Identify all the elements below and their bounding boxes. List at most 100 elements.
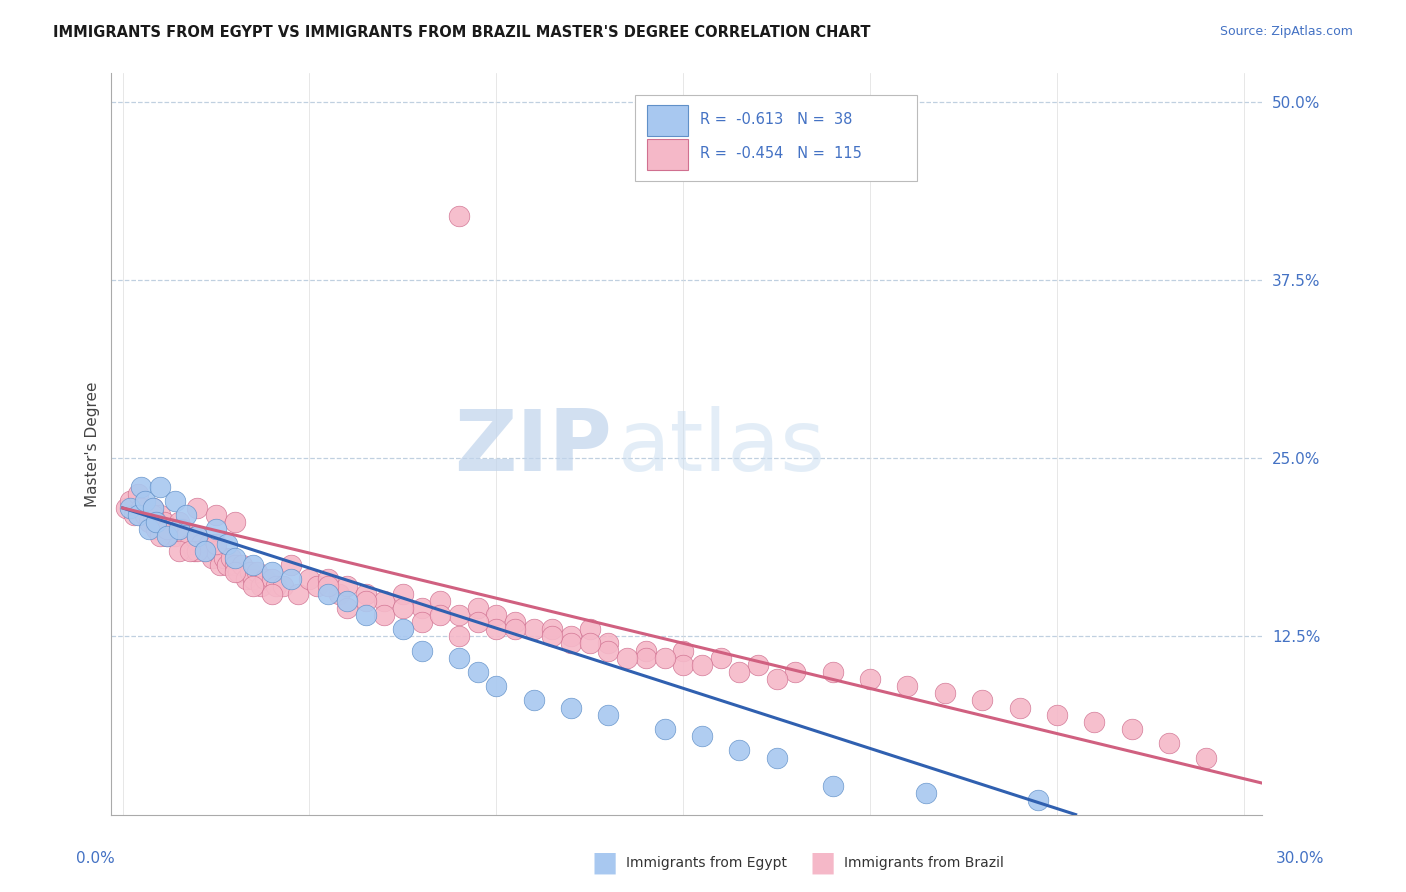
Point bbox=[131, 479, 153, 493]
Point bbox=[616, 650, 638, 665]
Point bbox=[246, 565, 269, 579]
Point bbox=[224, 558, 246, 572]
Point bbox=[354, 607, 377, 622]
Text: 30.0%: 30.0% bbox=[1277, 851, 1324, 865]
Point bbox=[392, 586, 415, 600]
Point bbox=[242, 579, 264, 593]
Point bbox=[186, 529, 208, 543]
Point bbox=[305, 579, 328, 593]
Point bbox=[145, 522, 167, 536]
Point bbox=[634, 650, 657, 665]
Point bbox=[1026, 793, 1049, 807]
Point bbox=[467, 665, 489, 679]
Point bbox=[485, 607, 508, 622]
Point bbox=[208, 558, 231, 572]
Point bbox=[224, 565, 246, 579]
Point bbox=[654, 650, 676, 665]
Point bbox=[765, 750, 787, 764]
Point bbox=[1008, 700, 1031, 714]
Point bbox=[163, 493, 186, 508]
Point bbox=[228, 565, 250, 579]
Point bbox=[156, 529, 179, 543]
Point bbox=[167, 522, 190, 536]
Point bbox=[785, 665, 807, 679]
FancyBboxPatch shape bbox=[647, 139, 688, 170]
Text: R =  -0.613   N =  38: R = -0.613 N = 38 bbox=[700, 112, 852, 128]
Point bbox=[201, 550, 224, 565]
Point bbox=[253, 572, 276, 586]
Point bbox=[765, 672, 787, 686]
Point bbox=[138, 522, 160, 536]
Point bbox=[262, 586, 284, 600]
Point bbox=[373, 593, 395, 607]
Point bbox=[429, 607, 451, 622]
Point bbox=[250, 579, 273, 593]
Point bbox=[392, 622, 415, 636]
Point bbox=[411, 643, 433, 657]
Text: Immigrants from Egypt: Immigrants from Egypt bbox=[626, 855, 787, 870]
Point bbox=[896, 679, 918, 693]
Point bbox=[560, 700, 582, 714]
Text: R =  -0.454   N =  115: R = -0.454 N = 115 bbox=[700, 146, 862, 161]
Point bbox=[156, 529, 179, 543]
Point bbox=[167, 543, 190, 558]
Point bbox=[447, 629, 470, 643]
Point bbox=[316, 572, 339, 586]
Point bbox=[219, 550, 242, 565]
Point bbox=[179, 536, 201, 550]
Point bbox=[328, 586, 350, 600]
Point bbox=[273, 579, 295, 593]
Point bbox=[149, 508, 172, 522]
Point bbox=[578, 622, 600, 636]
Point bbox=[122, 508, 145, 522]
Text: Source: ZipAtlas.com: Source: ZipAtlas.com bbox=[1219, 25, 1353, 38]
Point bbox=[205, 508, 228, 522]
Point bbox=[138, 515, 160, 529]
Text: 0.0%: 0.0% bbox=[76, 851, 115, 865]
Point bbox=[1121, 722, 1143, 736]
Point bbox=[447, 650, 470, 665]
Point bbox=[447, 209, 470, 223]
Point bbox=[141, 500, 163, 515]
Point bbox=[242, 558, 264, 572]
Point bbox=[242, 572, 264, 586]
Point bbox=[485, 622, 508, 636]
Point bbox=[316, 579, 339, 593]
Point bbox=[672, 643, 695, 657]
Point bbox=[373, 607, 395, 622]
Point bbox=[654, 722, 676, 736]
Point bbox=[747, 657, 769, 672]
Point bbox=[710, 650, 733, 665]
Point bbox=[690, 657, 713, 672]
Point bbox=[634, 643, 657, 657]
Point bbox=[1157, 736, 1180, 750]
Point bbox=[186, 500, 208, 515]
Point bbox=[523, 693, 546, 707]
Point bbox=[115, 500, 138, 515]
Point bbox=[149, 479, 172, 493]
Point bbox=[598, 707, 620, 722]
Point bbox=[411, 600, 433, 615]
Point bbox=[217, 558, 239, 572]
Point bbox=[163, 529, 186, 543]
Point bbox=[280, 572, 302, 586]
Point bbox=[127, 486, 149, 500]
Point bbox=[174, 529, 197, 543]
Point bbox=[1046, 707, 1069, 722]
Point bbox=[287, 586, 309, 600]
Point bbox=[336, 579, 359, 593]
Point bbox=[224, 550, 246, 565]
Point bbox=[447, 607, 470, 622]
Point bbox=[262, 572, 284, 586]
Point bbox=[429, 593, 451, 607]
Point bbox=[672, 657, 695, 672]
Point bbox=[392, 600, 415, 615]
Point bbox=[578, 636, 600, 650]
Point bbox=[145, 515, 167, 529]
Point bbox=[235, 572, 257, 586]
Point bbox=[172, 522, 194, 536]
Point bbox=[231, 558, 253, 572]
Point bbox=[186, 529, 208, 543]
Point bbox=[205, 536, 228, 550]
Point bbox=[560, 629, 582, 643]
